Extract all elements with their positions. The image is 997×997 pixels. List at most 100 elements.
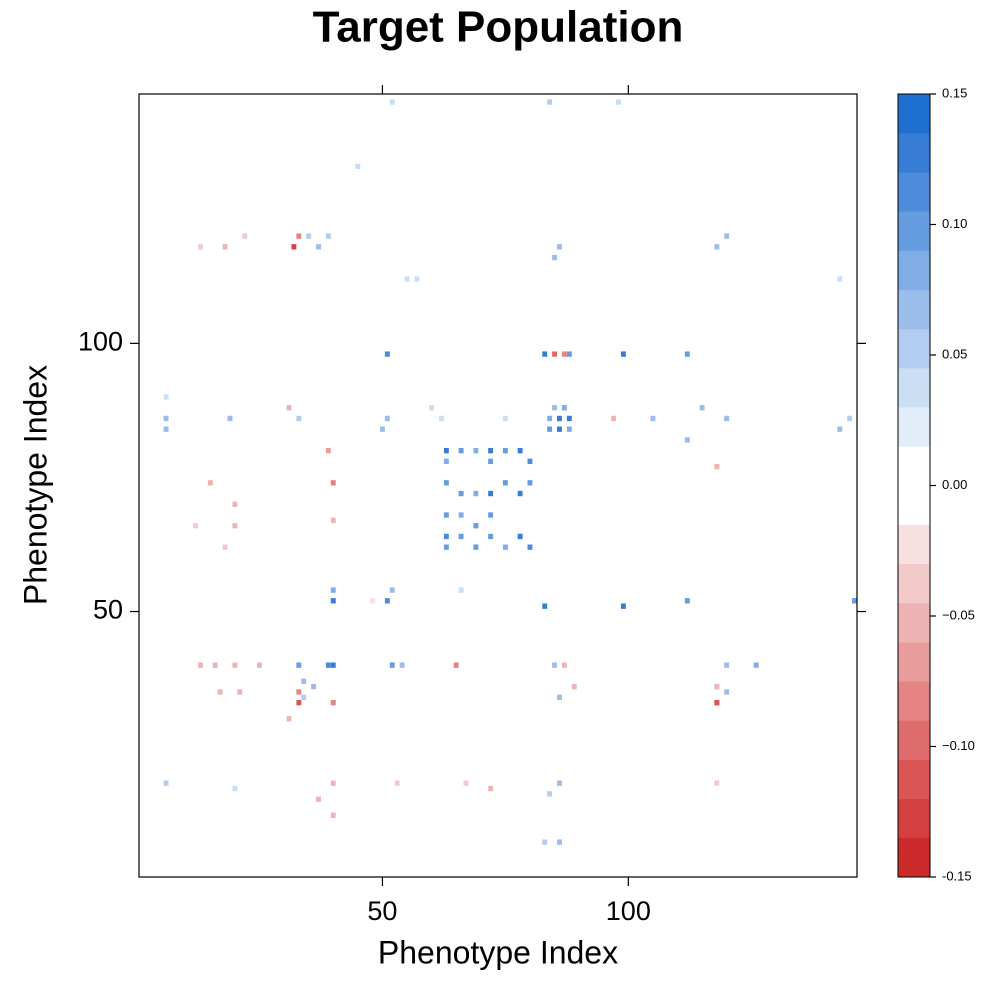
heatmap-cell: [163, 394, 169, 400]
heatmap-cell: [301, 678, 307, 684]
heatmap-cell: [557, 839, 562, 845]
heatmap-cell: [458, 490, 464, 497]
heatmap-cell: [414, 276, 420, 282]
heatmap-cell: [547, 415, 553, 422]
heatmap-cell: [458, 533, 464, 540]
heatmap-cell: [389, 99, 395, 105]
heatmap-cell: [384, 351, 390, 357]
colorbar-band: [898, 602, 930, 643]
heatmap-cell: [325, 447, 331, 454]
y-tick-label: 50: [93, 595, 123, 625]
heatmap-cell: [301, 694, 307, 701]
heatmap-cell: [232, 523, 238, 529]
heatmap-cell: [163, 780, 169, 786]
heatmap-cell: [684, 437, 690, 443]
heatmap-cell: [684, 351, 690, 357]
heatmap-cell: [330, 780, 336, 786]
heatmap-cell: [443, 544, 449, 550]
heatmap-cell: [232, 785, 238, 792]
colorbar-band: [898, 289, 930, 330]
colorbar-tick-label: 0.00: [942, 477, 967, 492]
heatmap-cell: [552, 351, 558, 357]
heatmap-cell: [611, 415, 617, 422]
heatmap-cell: [571, 683, 577, 690]
heatmap-cell: [330, 480, 336, 486]
heatmap-cell: [389, 662, 395, 668]
colorbar-band: [898, 133, 930, 173]
heatmap-cell: [443, 512, 449, 518]
heatmap-cell: [458, 587, 464, 593]
heatmap-cell: [557, 426, 562, 432]
heatmap-cell: [488, 490, 494, 497]
heatmap-cell: [384, 415, 390, 422]
heatmap-cell: [753, 662, 759, 668]
heatmap-cell: [620, 351, 626, 357]
y-axis-label: Phenotype Index: [17, 365, 53, 605]
colorbar-band: [898, 328, 930, 369]
heatmap-cell: [473, 447, 479, 454]
heatmap-cell: [473, 523, 479, 529]
x-tick-label: 100: [606, 896, 651, 926]
heatmap-cell: [429, 405, 435, 411]
colorbar-band: [898, 681, 930, 721]
colorbar-band: [898, 759, 930, 799]
heatmap-cell: [286, 716, 292, 722]
heatmap-cell: [527, 458, 533, 465]
heatmap-cell: [566, 426, 572, 432]
heatmap-cell: [443, 458, 449, 465]
heatmap-cell: [163, 426, 169, 432]
heatmap-cell: [557, 694, 562, 701]
heatmap-cell: [552, 662, 558, 668]
heatmap-cell: [291, 244, 297, 250]
heatmap-cell: [296, 233, 302, 239]
chart-title: Target Population: [313, 3, 684, 52]
x-tick-label: 50: [367, 896, 397, 926]
heatmap-cell: [527, 480, 533, 486]
heatmap-cell: [458, 447, 464, 454]
heatmap-cell: [620, 603, 626, 609]
heatmap-cell: [370, 598, 376, 604]
heatmap-cell: [316, 796, 321, 802]
heatmap-cell: [438, 415, 444, 422]
heatmap-cell: [724, 689, 730, 695]
heatmap-cell: [517, 490, 523, 497]
heatmap-cell: [306, 233, 312, 239]
heatmap-cell: [724, 415, 730, 422]
heatmap-cell: [163, 415, 169, 422]
colorbar-band: [898, 211, 930, 251]
heatmap-cell: [443, 447, 449, 454]
heatmap-cell: [443, 480, 449, 486]
colorbar-band: [898, 642, 930, 682]
heatmap-cell: [616, 99, 621, 105]
heatmap-cell: [286, 405, 292, 411]
heatmap-cell: [404, 276, 410, 282]
heatmap-cell: [384, 598, 390, 604]
heatmap-cell: [561, 351, 567, 357]
heatmap-cell: [557, 415, 562, 422]
heatmap-cell: [724, 233, 730, 239]
heatmap-cell: [542, 351, 548, 357]
heatmap-cell: [242, 233, 248, 239]
colorbar-band: [898, 407, 930, 447]
heatmap-cell: [557, 244, 562, 250]
heatmap-cell: [453, 662, 459, 668]
heatmap-cell: [837, 426, 843, 432]
heatmap-cell: [330, 700, 336, 706]
colorbar-tick-label: 0.10: [942, 216, 967, 231]
colorbar-band: [898, 798, 930, 839]
colorbar-band: [898, 250, 930, 291]
heatmap-cell: [330, 517, 336, 524]
colorbar-band: [898, 94, 930, 134]
heatmap-cell: [473, 490, 479, 497]
heatmap-cell: [198, 662, 203, 668]
colorbar-band: [898, 446, 930, 486]
heatmap-cell: [699, 405, 705, 411]
colorbar-band: [898, 368, 930, 408]
heatmap-cells: [163, 99, 857, 845]
heatmap-cell: [316, 244, 321, 250]
heatmap-cell: [502, 480, 508, 486]
heatmap-cell: [207, 480, 213, 486]
colorbar-band: [898, 485, 930, 525]
heatmap-cell: [394, 780, 400, 786]
